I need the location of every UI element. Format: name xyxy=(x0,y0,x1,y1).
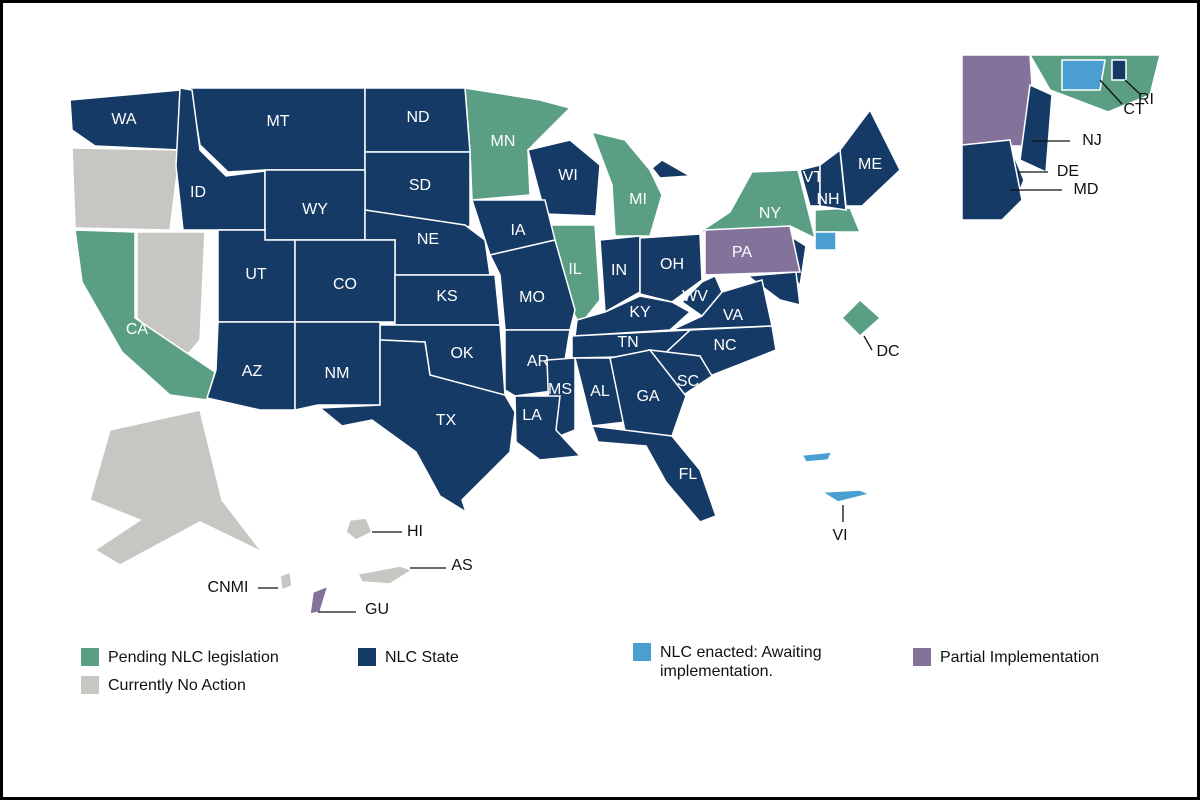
state-shape xyxy=(840,298,882,338)
region xyxy=(814,231,837,251)
state-shape xyxy=(514,395,582,461)
state-label: ME xyxy=(858,156,882,173)
state-label: NJ xyxy=(1082,132,1102,149)
state-label: ID xyxy=(190,184,206,201)
state-shape xyxy=(800,451,834,463)
legend-swatch xyxy=(358,648,376,666)
state-label: NH xyxy=(816,191,839,208)
state-shape xyxy=(356,565,414,585)
state-label: AS xyxy=(451,557,472,574)
state-shape xyxy=(590,130,663,237)
legend-label: Pending NLC legislation xyxy=(108,649,279,666)
state-label: VA xyxy=(723,307,743,324)
legend-label: Currently No Action xyxy=(108,677,246,694)
leader-line xyxy=(1099,79,1123,105)
state-label: MO xyxy=(519,289,545,306)
state-label: AR xyxy=(527,353,549,370)
state-label: MD xyxy=(1074,181,1099,198)
state-shape xyxy=(1111,59,1127,81)
state-label: WV xyxy=(682,288,708,305)
legend-swatch xyxy=(81,676,99,694)
state-label: HI xyxy=(407,523,423,540)
state-label: MI xyxy=(629,191,647,208)
state-shape xyxy=(345,517,373,541)
us-map: MN MI IL NY CA DC WA MT ND ID SD WI WY NE IA IN OH UT CO KS… xyxy=(69,54,1161,618)
state-shape xyxy=(74,229,216,401)
state-shape xyxy=(680,274,723,318)
state-shape xyxy=(1061,59,1106,91)
state-shape xyxy=(294,321,381,411)
state-label: CA xyxy=(126,321,149,338)
state-shape xyxy=(609,349,687,437)
state-label: VT xyxy=(803,169,824,186)
state-shape xyxy=(704,225,801,276)
state-label: KS xyxy=(436,288,457,305)
legend-swatch xyxy=(633,643,651,661)
state-shape xyxy=(961,139,1023,221)
state-label: OH xyxy=(660,256,684,273)
legend-item: NLC State xyxy=(358,648,459,667)
state-label: CO xyxy=(333,276,357,293)
state-label: VI xyxy=(832,527,847,544)
state-label: LA xyxy=(522,407,542,424)
state-label: NM xyxy=(325,365,350,382)
legend-item: Partial Implementation xyxy=(913,648,1099,667)
region xyxy=(819,489,873,503)
state-label: IA xyxy=(510,222,525,239)
legend-swatch xyxy=(913,648,931,666)
state-label: WI xyxy=(558,167,578,184)
state-label: WA xyxy=(111,111,137,128)
state-label: CNMI xyxy=(208,579,249,596)
state-shape xyxy=(639,233,703,303)
legend-item: NLC enacted: Awaiting implementation. xyxy=(633,643,853,681)
state-label: SD xyxy=(409,177,431,194)
state-label: AL xyxy=(590,383,610,400)
leader-line xyxy=(1124,79,1141,95)
state-label: TX xyxy=(436,412,457,429)
region xyxy=(136,231,206,362)
state-label: NY xyxy=(759,205,782,222)
state-label: KY xyxy=(629,304,651,321)
state-label: UT xyxy=(245,266,267,283)
state-label: DE xyxy=(1057,163,1079,180)
state-label: GA xyxy=(636,388,659,405)
state-label: MN xyxy=(491,133,516,150)
state-label: AZ xyxy=(242,363,263,380)
state-label: TN xyxy=(617,334,638,351)
leader-line xyxy=(863,335,873,351)
state-label: GU xyxy=(365,601,389,618)
state-label: NC xyxy=(713,337,736,354)
region xyxy=(89,409,263,566)
legend-swatch xyxy=(81,648,99,666)
state-label: DC xyxy=(876,343,899,360)
state-label: ND xyxy=(406,109,429,126)
state-label: FL xyxy=(679,466,698,483)
legend-label: NLC enacted: Awaiting implementation. xyxy=(660,644,822,680)
region xyxy=(650,159,693,179)
legend-label: Partial Implementation xyxy=(940,649,1100,666)
state-label: IN xyxy=(611,262,627,279)
state-shape xyxy=(819,148,847,211)
state-label: SC xyxy=(677,373,699,390)
state-shape xyxy=(309,584,330,615)
state-label: MT xyxy=(266,113,289,130)
state-label: IL xyxy=(568,261,581,278)
state-label: OK xyxy=(450,345,473,362)
legend-label: NLC State xyxy=(385,649,459,666)
state-shape xyxy=(590,425,717,523)
state-label: RI xyxy=(1138,91,1154,108)
state-label: NE xyxy=(417,231,439,248)
state-label: PA xyxy=(732,244,752,261)
state-label: CT xyxy=(1123,101,1145,118)
state-shape xyxy=(69,89,181,151)
state-shape xyxy=(279,570,293,592)
legend-item: Pending NLC legislation xyxy=(81,648,279,667)
state-label: WY xyxy=(302,201,328,218)
legend-item: Currently No Action xyxy=(81,676,246,695)
state-shape xyxy=(318,339,516,514)
region xyxy=(814,207,862,233)
state-label: MS xyxy=(548,381,572,398)
region xyxy=(71,147,181,231)
